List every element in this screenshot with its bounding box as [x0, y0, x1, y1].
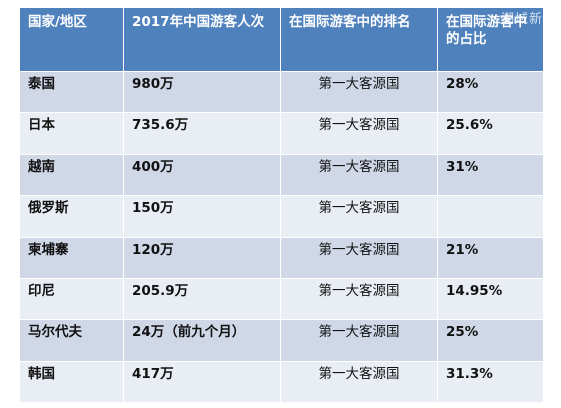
- table-row: 马尔代夫 24万（前九个月） 第一大客源国 25%: [19, 319, 544, 362]
- cell-rank: 第一大客源国: [280, 319, 438, 362]
- cell-visitors: 120万: [123, 236, 281, 279]
- cell-country: 韩国: [19, 360, 124, 404]
- table-row: 印尼 205.9万 第一大客源国 14.95%: [19, 277, 544, 321]
- header-row: 国家/地区 2017年中国游客人次 在国际游客中的排名 在国际游客中的占比: [19, 7, 544, 72]
- table-row: 越南 400万 第一大客源国 31%: [19, 153, 544, 197]
- cell-visitors: 150万: [123, 195, 281, 238]
- cell-visitors: 980万: [123, 70, 281, 114]
- cell-country: 马尔代夫: [19, 319, 124, 362]
- cell-share: 28%: [437, 70, 544, 114]
- cell-visitors: 417万: [123, 360, 281, 404]
- cell-rank: 第一大客源国: [280, 70, 438, 114]
- cell-rank: 第一大客源国: [280, 360, 438, 404]
- table-row: 泰国 980万 第一大客源国 28%: [19, 70, 544, 114]
- header-share: 在国际游客中的占比: [437, 7, 544, 72]
- data-table-container: 国家/地区 2017年中国游客人次 在国际游客中的排名 在国际游客中的占比 泰国…: [19, 7, 544, 404]
- cell-rank: 第一大客源国: [280, 236, 438, 279]
- cell-share: 25.6%: [437, 112, 544, 155]
- cell-country: 柬埔寨: [19, 236, 124, 279]
- cell-share: 21%: [437, 236, 544, 279]
- table-row: 柬埔寨 120万 第一大客源国 21%: [19, 236, 544, 279]
- cell-country: 印尼: [19, 277, 124, 321]
- tourist-table: 国家/地区 2017年中国游客人次 在国际游客中的排名 在国际游客中的占比 泰国…: [19, 7, 544, 404]
- cell-share: 14.95%: [437, 277, 544, 321]
- cell-visitors: 205.9万: [123, 277, 281, 321]
- cell-country: 越南: [19, 153, 124, 197]
- cell-visitors: 735.6万: [123, 112, 281, 155]
- cell-visitors: 24万（前九个月）: [123, 319, 281, 362]
- cell-rank: 第一大客源国: [280, 153, 438, 197]
- table-row: 俄罗斯 150万 第一大客源国: [19, 195, 544, 238]
- cell-rank: 第一大客源国: [280, 277, 438, 321]
- cell-share: [437, 195, 544, 238]
- cell-share: 31%: [437, 153, 544, 197]
- cell-rank: 第一大客源国: [280, 112, 438, 155]
- table-row: 日本 735.6万 第一大客源国 25.6%: [19, 112, 544, 155]
- cell-country: 日本: [19, 112, 124, 155]
- cell-share: 31.3%: [437, 360, 544, 404]
- table-body: 泰国 980万 第一大客源国 28% 日本 735.6万 第一大客源国 25.6…: [19, 70, 544, 404]
- cell-visitors: 400万: [123, 153, 281, 197]
- table-header: 国家/地区 2017年中国游客人次 在国际游客中的排名 在国际游客中的占比: [19, 7, 544, 72]
- table-row: 韩国 417万 第一大客源国 31.3%: [19, 360, 544, 404]
- header-rank: 在国际游客中的排名: [280, 7, 438, 72]
- cell-share: 25%: [437, 319, 544, 362]
- cell-country: 俄罗斯: [19, 195, 124, 238]
- header-visitors: 2017年中国游客人次: [123, 7, 281, 72]
- cell-country: 泰国: [19, 70, 124, 114]
- cell-rank: 第一大客源国: [280, 195, 438, 238]
- header-country: 国家/地区: [19, 7, 124, 72]
